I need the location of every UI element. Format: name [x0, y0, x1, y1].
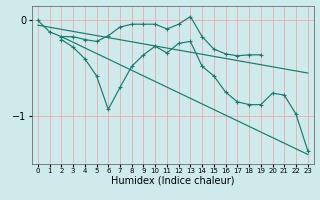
X-axis label: Humidex (Indice chaleur): Humidex (Indice chaleur)	[111, 176, 235, 186]
